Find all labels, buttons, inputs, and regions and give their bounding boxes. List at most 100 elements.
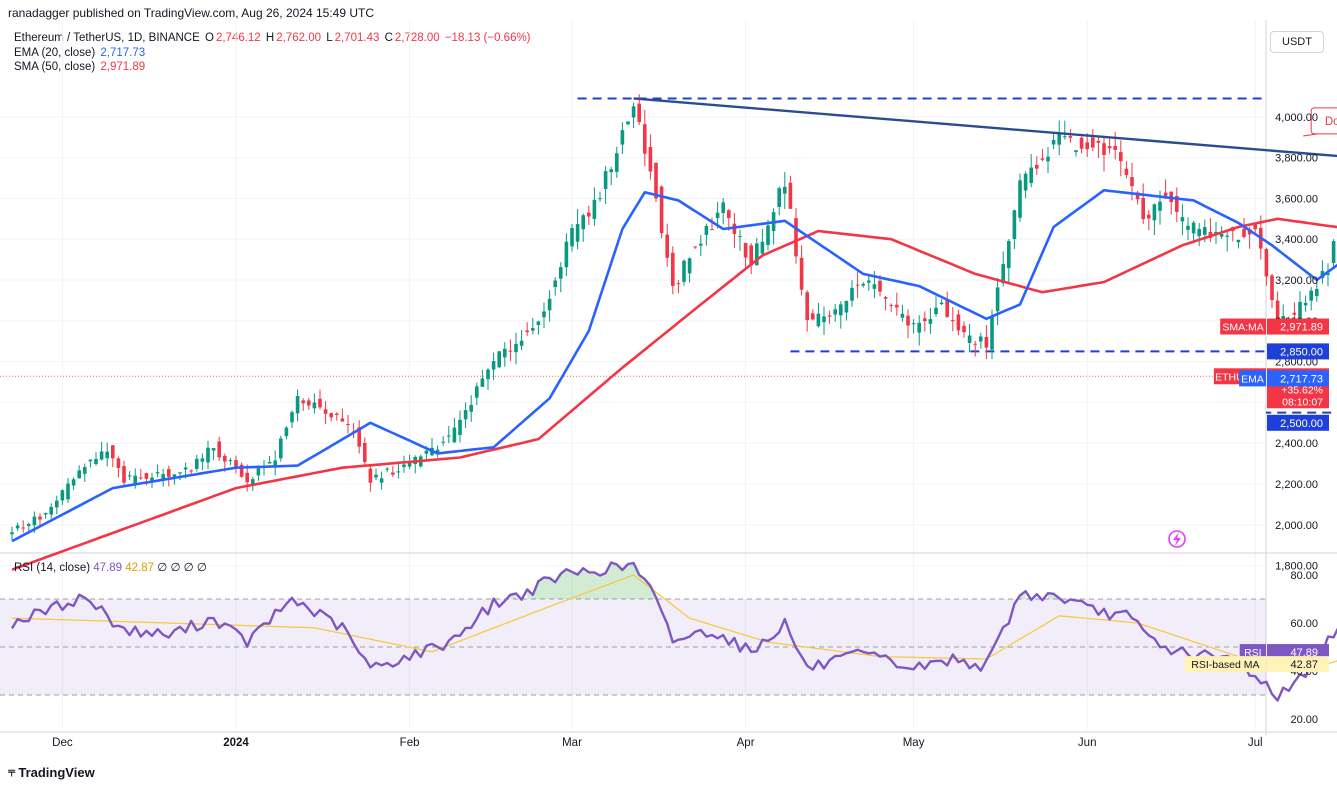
candle-body (850, 287, 854, 301)
candle-body (738, 236, 742, 238)
rsi-legend[interactable]: RSI (14, close) 47.89 42.87 ∅ ∅ ∅ ∅ (14, 560, 207, 574)
candle-body (1253, 224, 1257, 230)
candle-body (1281, 315, 1285, 321)
candle-body (335, 413, 339, 416)
candle-body (475, 386, 479, 398)
candle-body (195, 458, 199, 469)
candle-body (183, 467, 188, 470)
candle-body (710, 229, 714, 231)
candle-body (150, 477, 154, 482)
candle-body (256, 468, 261, 476)
candle-body (1119, 152, 1123, 162)
rsi-tick-label: 60.00 (1290, 618, 1318, 630)
candle-body (307, 400, 311, 406)
price-tag-label-bg (1220, 318, 1266, 335)
candle-body (105, 451, 109, 459)
symbol-label[interactable]: Ethereum / TetherUS, 1D, BINANCE (14, 32, 200, 44)
rsi-tag-label-bg (1239, 644, 1266, 661)
trendline-label-box (1310, 107, 1337, 135)
flash-icon-bolt (1173, 532, 1181, 546)
candle-body (928, 319, 933, 324)
price-tick-label: 2,400.00 (1275, 438, 1318, 450)
tradingview-logo-icon: ⫧ (8, 764, 15, 779)
price-tick-label: 3,600.00 (1275, 193, 1318, 205)
candle-body (587, 212, 591, 217)
candle-body (441, 441, 445, 443)
candle-body (990, 315, 994, 350)
price-tick-label: 2,200.00 (1275, 479, 1318, 491)
candle-body (217, 441, 221, 458)
price-tick-label: 2,000.00 (1275, 520, 1318, 532)
candle-body (1102, 143, 1106, 155)
candle-body (391, 472, 395, 475)
price-tag-label: EMA (1241, 373, 1264, 385)
trendline-layer[interactable]: Downtrend line (633, 97, 1337, 548)
candle-body (228, 460, 233, 462)
price-tick-label: 2,800.00 (1275, 357, 1318, 369)
candle-body (564, 241, 569, 268)
candle-body (648, 147, 653, 172)
candle-body (693, 246, 697, 248)
candle-body (161, 474, 165, 480)
price-tag-label: SMA:MA (1222, 322, 1263, 334)
price-tag: EMA 2,717.73 (1239, 370, 1329, 387)
candle-body (637, 103, 641, 123)
candle-body (654, 162, 658, 199)
ema-row[interactable]: EMA (20, close) 2,717.73 (14, 46, 533, 61)
candle-body (883, 297, 888, 299)
publish-info: ranadagger published on TradingView.com,… (8, 6, 375, 20)
price-tag-label-bg (1239, 370, 1266, 387)
candle-body (273, 460, 277, 468)
candle-body (374, 474, 378, 478)
candle-body (340, 418, 345, 422)
rsi-tag-label: RSI (1244, 647, 1262, 659)
candle-body (127, 475, 132, 477)
candle-body (827, 315, 832, 317)
candle-body (1147, 214, 1151, 219)
sma-value: 2,971.89 (100, 61, 146, 73)
candle-body (609, 169, 613, 173)
candle-body (1264, 249, 1269, 277)
candle-body (1046, 156, 1050, 162)
candle-body (855, 284, 860, 286)
candle-body (1163, 192, 1168, 196)
candle-body (312, 402, 317, 409)
sma-label: SMA (50, close) (14, 61, 96, 73)
candle-body (1130, 177, 1134, 187)
candle-body (1063, 136, 1067, 138)
sma-row[interactable]: SMA (50, close) 2,971.89 (14, 60, 533, 75)
rsi-tag-label: RSI-based MA (1191, 659, 1259, 671)
candle-body (519, 340, 524, 346)
candle-body (55, 500, 59, 508)
candle-body (480, 378, 485, 387)
candle-body (900, 313, 905, 318)
candle-body (1236, 239, 1241, 243)
price-tag-bg (1267, 343, 1329, 360)
candle-body (721, 202, 725, 213)
rsi-tag-bg (1267, 656, 1329, 673)
candle-body (934, 307, 938, 315)
candle-body (1298, 301, 1302, 320)
ema20-line (11, 188, 1337, 543)
price-tag: 2,850.00 (1267, 343, 1329, 360)
candle-body (805, 292, 809, 321)
candle-body (699, 243, 703, 246)
candle-body (995, 287, 1000, 312)
candle-body (906, 315, 910, 326)
candle-body (424, 450, 429, 454)
candle-body (323, 409, 328, 414)
time-tick-label: Dec (52, 737, 73, 749)
rsi-label: RSI (14, close) (14, 562, 91, 574)
candle-body (1096, 140, 1101, 143)
candle-body (1225, 235, 1229, 237)
candle-body (665, 234, 669, 258)
trendline-pointer (1303, 133, 1318, 137)
footer-brand[interactable]: ⫧ TradingView (8, 764, 95, 780)
currency-button[interactable]: USDT (1270, 31, 1324, 53)
open-label: O (204, 32, 214, 44)
candle-body (508, 350, 513, 352)
candle-body (1007, 241, 1011, 269)
flash-icon (1168, 530, 1186, 548)
time-tick-label: Feb (400, 737, 420, 749)
